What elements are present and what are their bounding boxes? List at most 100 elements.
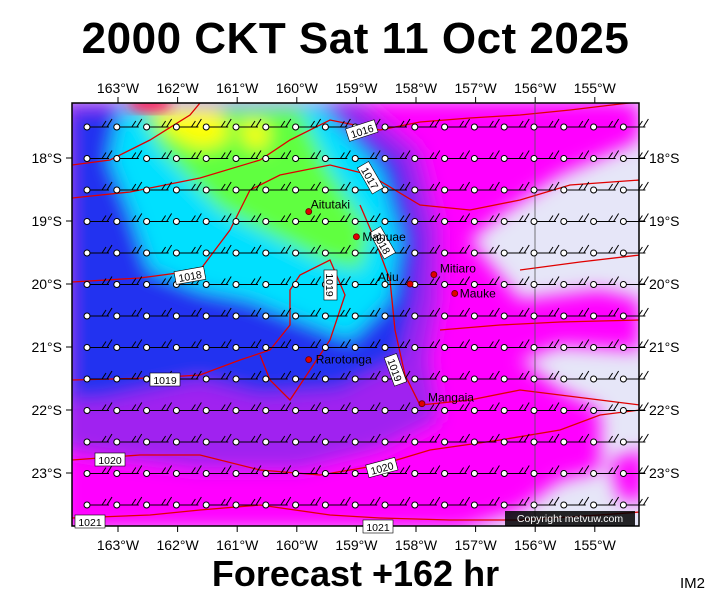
wind-barb xyxy=(232,496,262,509)
isobar-label: 1021 xyxy=(74,514,106,529)
wind-barb xyxy=(441,402,471,414)
wind-barb xyxy=(113,213,143,225)
wind-barb xyxy=(202,244,232,257)
wind-barb xyxy=(530,465,560,477)
wind-barb xyxy=(292,465,322,477)
wind-barb xyxy=(500,307,530,320)
isobar-label: 1019 xyxy=(323,269,338,301)
lat-label-right: 22°S xyxy=(649,402,680,418)
lon-label-bottom: 158°W xyxy=(395,537,438,553)
wind-barb xyxy=(83,244,113,257)
wind-barb xyxy=(143,181,173,194)
lon-label-top: 158°W xyxy=(395,80,438,96)
wind-barb xyxy=(530,150,560,162)
wind-barb xyxy=(262,181,292,194)
wind-barb xyxy=(143,118,173,131)
wind-barb xyxy=(321,181,351,194)
svg-text:Mangaia: Mangaia xyxy=(428,391,474,405)
isobar-label: 1019 xyxy=(149,372,181,387)
lon-label-bottom: 156°W xyxy=(514,537,557,553)
wind-barb xyxy=(590,118,620,131)
wind-barb xyxy=(619,307,649,320)
wind-barb xyxy=(381,213,411,225)
wind-barb xyxy=(321,244,351,257)
isobar-label: 1021 xyxy=(362,519,394,534)
wind-barb xyxy=(143,276,173,288)
wind-barb xyxy=(381,307,411,320)
map-title: 2000 CKT Sat 11 Oct 2025 xyxy=(81,14,630,63)
wind-barb xyxy=(83,276,113,288)
wind-barb xyxy=(470,433,500,446)
wind-barb xyxy=(500,181,530,194)
wind-barb xyxy=(619,339,649,351)
wind-barb xyxy=(560,370,590,383)
wind-barb xyxy=(560,496,590,509)
lat-label-left: 23°S xyxy=(31,465,62,481)
wind-barb xyxy=(83,339,113,351)
wind-barb xyxy=(619,118,649,131)
wind-barb xyxy=(113,496,143,509)
wind-barb xyxy=(143,465,173,477)
wind-barb xyxy=(232,339,262,351)
wind-barb xyxy=(530,370,560,383)
axes: 163°W 163°W 162°W 162°W 161°W 161°W 160°W 160°W… xyxy=(31,80,679,553)
wind-barb xyxy=(441,150,471,162)
wind-barb xyxy=(470,150,500,162)
wind-barb xyxy=(530,402,560,414)
wind-barb xyxy=(590,307,620,320)
wind-barb xyxy=(441,339,471,351)
wind-barb xyxy=(500,402,530,414)
wind-barb xyxy=(411,307,441,320)
wind-barb xyxy=(321,307,351,320)
svg-text:1021: 1021 xyxy=(366,522,390,534)
wind-barb xyxy=(441,181,471,194)
wind-barb xyxy=(411,402,441,414)
wind-barb xyxy=(262,339,292,351)
wind-barb xyxy=(321,339,351,351)
wind-barb xyxy=(530,244,560,257)
wind-barb xyxy=(381,150,411,162)
lon-label-top: 161°W xyxy=(216,80,259,96)
wind-barb xyxy=(321,118,351,131)
wind-barb xyxy=(560,118,590,131)
svg-text:Rarotonga: Rarotonga xyxy=(316,353,372,367)
wind-barb xyxy=(470,307,500,320)
wind-barb xyxy=(321,213,351,225)
wind-barb xyxy=(172,244,202,257)
svg-text:Mitiaro: Mitiaro xyxy=(440,262,476,276)
wind-barb xyxy=(351,213,381,225)
wind-barb xyxy=(351,276,381,288)
wind-barb xyxy=(143,150,173,162)
wind-barb xyxy=(441,244,471,257)
svg-text:Manuae: Manuae xyxy=(362,230,406,244)
wind-barb xyxy=(500,370,530,383)
wind-barb xyxy=(172,181,202,194)
wind-barb xyxy=(590,150,620,162)
place-rarotonga: Rarotonga xyxy=(305,353,372,367)
wind-barb xyxy=(530,118,560,131)
wind-barb xyxy=(292,402,322,414)
wind-barb xyxy=(262,496,292,509)
wind-barb xyxy=(470,181,500,194)
wind-barb xyxy=(232,402,262,414)
wind-barb xyxy=(441,307,471,320)
wind-barb xyxy=(381,433,411,446)
wind-barb xyxy=(172,307,202,320)
wind-barb xyxy=(560,339,590,351)
wind-barb xyxy=(530,339,560,351)
wind-barb xyxy=(500,496,530,509)
wind-barb xyxy=(113,276,143,288)
wind-barb xyxy=(590,433,620,446)
lon-label-bottom: 163°W xyxy=(97,537,140,553)
wind-barb xyxy=(202,118,232,131)
wind-barb xyxy=(560,150,590,162)
wind-barb xyxy=(500,433,530,446)
wind-barb xyxy=(172,213,202,225)
wind-barb xyxy=(172,150,202,162)
wind-barb xyxy=(590,276,620,288)
wind-barb xyxy=(202,496,232,509)
wind-barb xyxy=(560,181,590,194)
wind-barb xyxy=(411,339,441,351)
lat-label-left: 18°S xyxy=(31,150,62,166)
wind-barb xyxy=(500,150,530,162)
